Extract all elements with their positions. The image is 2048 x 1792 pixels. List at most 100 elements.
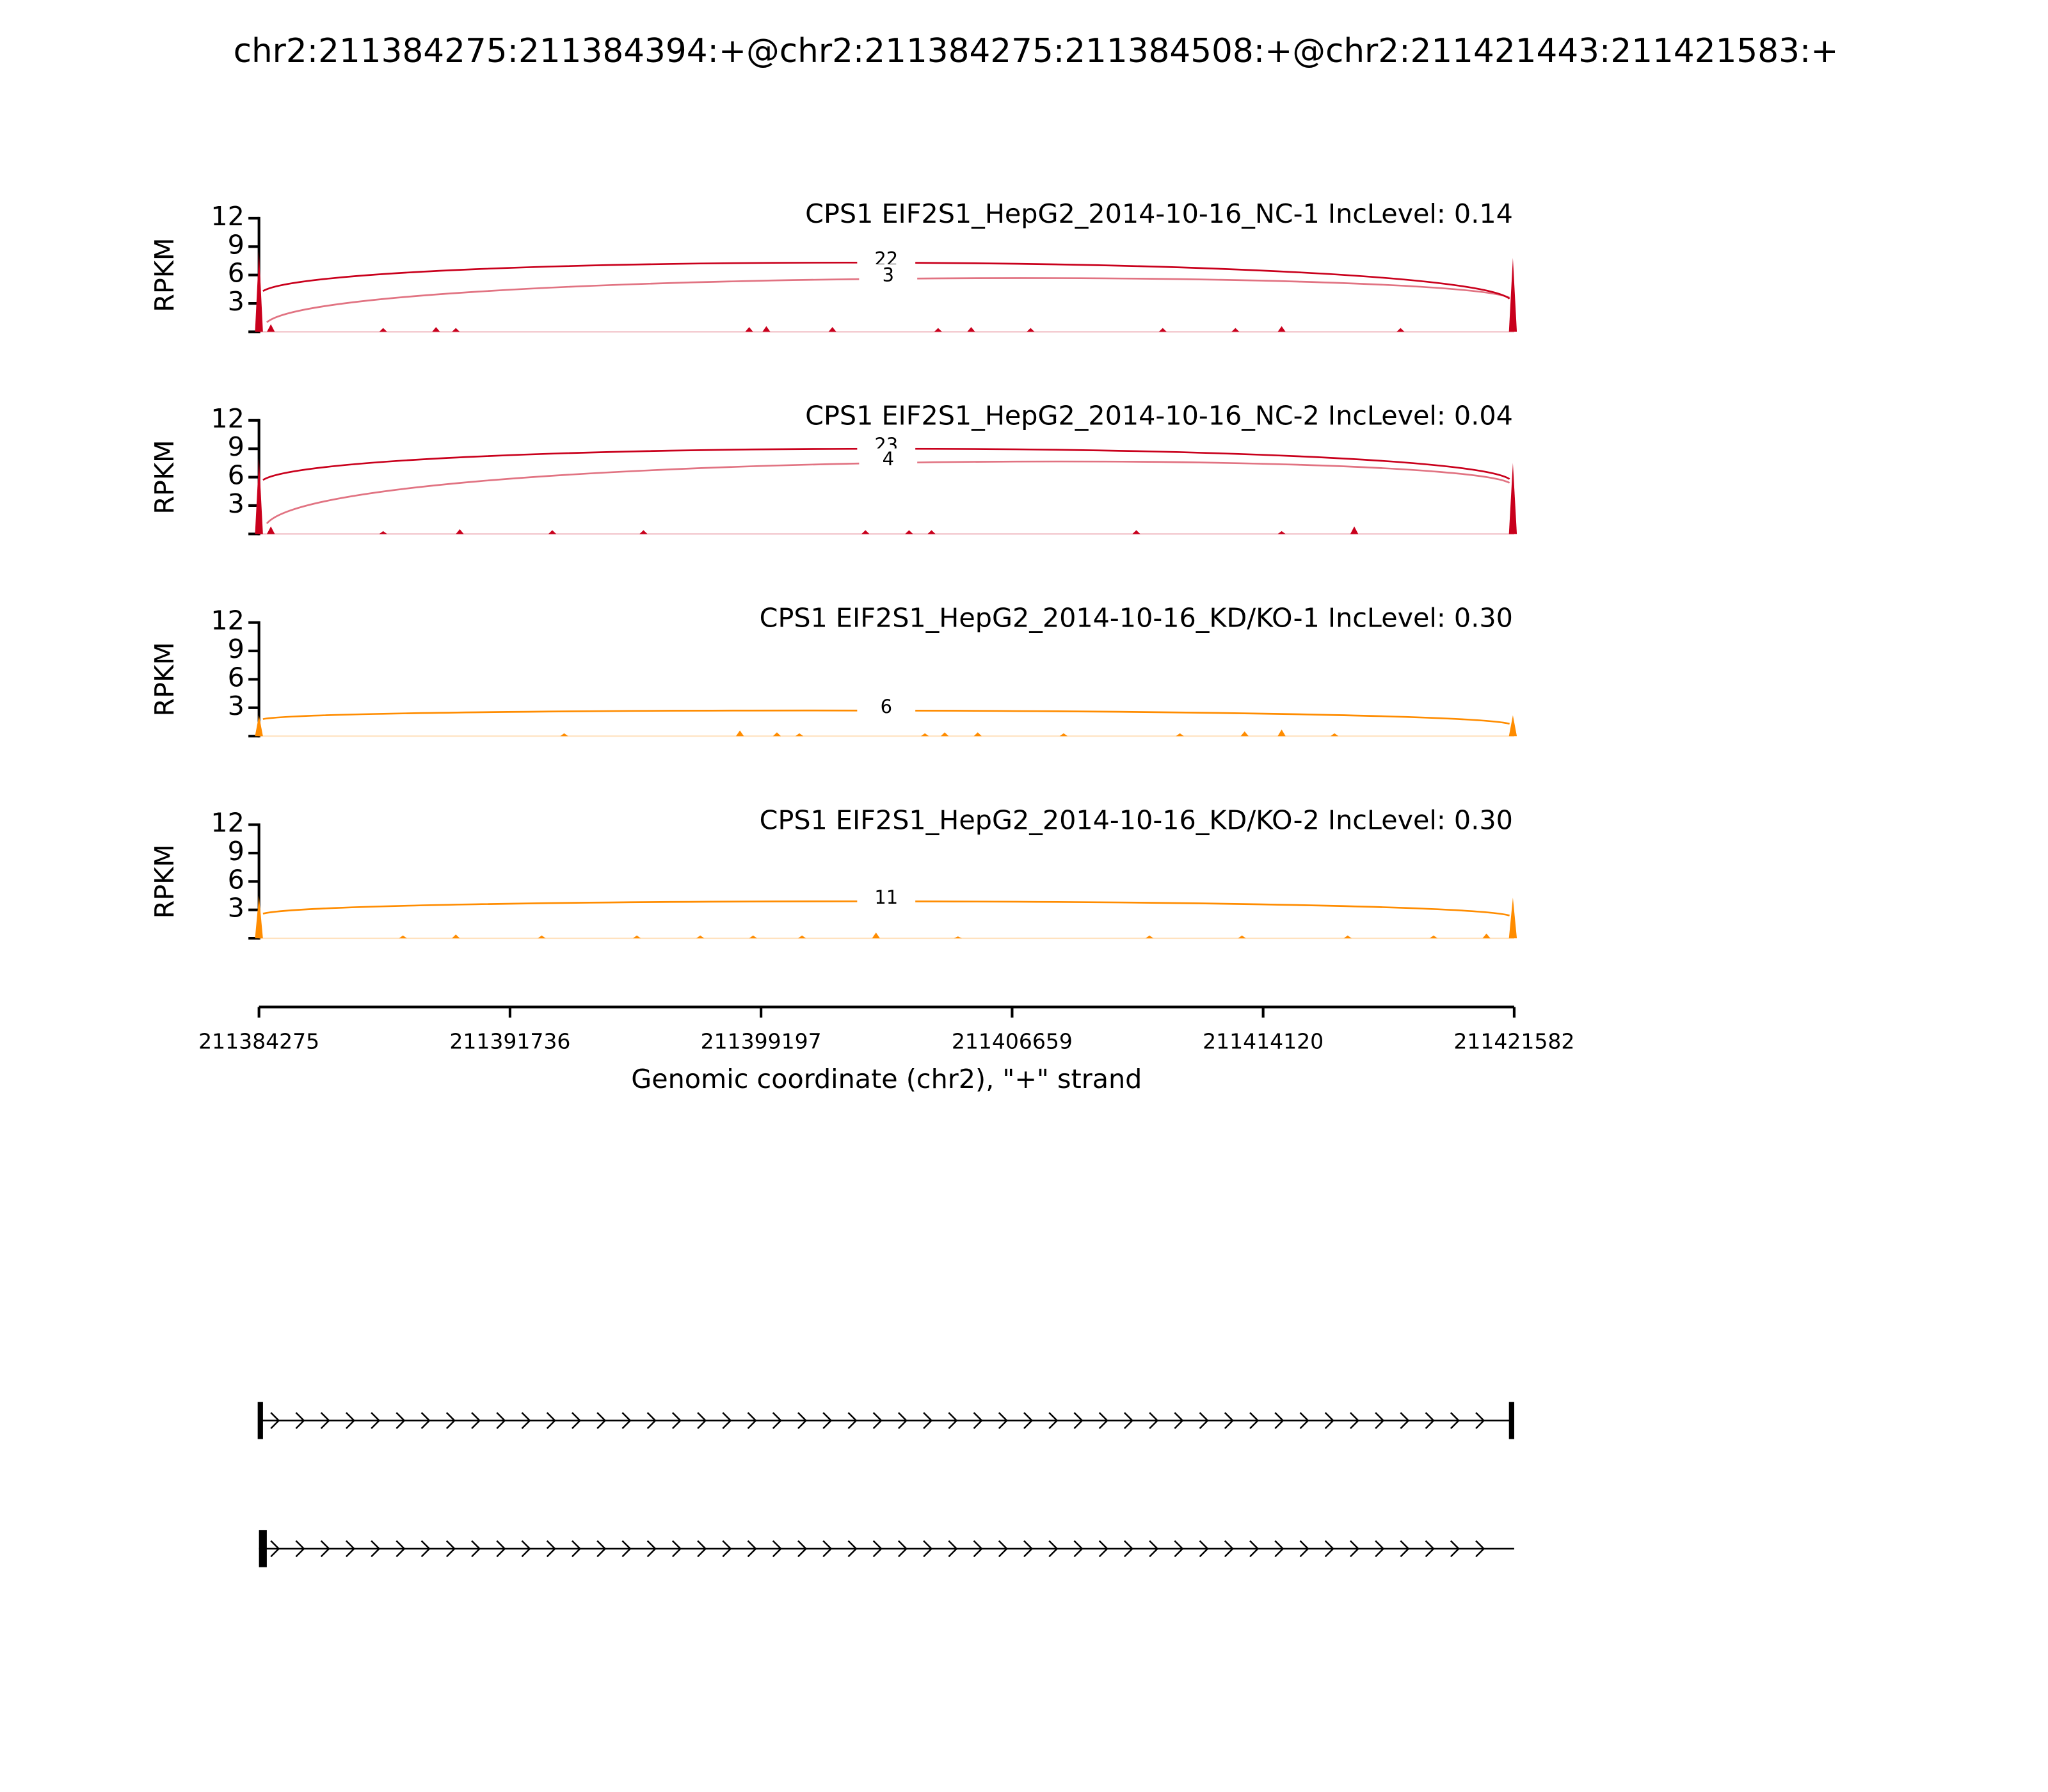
strand-chevron [1350, 1412, 1360, 1429]
strand-chevron [295, 1412, 305, 1429]
strand-chevron [1098, 1412, 1108, 1429]
coverage-peak [1508, 715, 1517, 737]
strand-chevron [1199, 1412, 1209, 1429]
strand-chevron [872, 1412, 883, 1429]
strand-chevron [546, 1540, 556, 1558]
coverage-peak [797, 935, 806, 939]
y-axis-label: RPKM [149, 844, 180, 918]
coverage-peak [1158, 328, 1167, 332]
strand-chevron [1023, 1540, 1034, 1558]
coverage-peak [267, 526, 275, 534]
strand-chevron [1048, 1412, 1059, 1429]
strand-chevron [471, 1540, 481, 1558]
exon [259, 1530, 267, 1567]
coverage-peak [456, 529, 464, 534]
coverage-peak [1343, 935, 1352, 939]
figure-title: chr2:211384275:211384394:+@chr2:21138427… [234, 32, 1839, 70]
strand-chevron [671, 1412, 682, 1429]
strand-chevron [1350, 1540, 1360, 1558]
strand-chevron [872, 1540, 883, 1558]
x-tick-label: 211406659 [952, 1029, 1073, 1054]
coverage-peak [452, 328, 460, 332]
strand-chevron [998, 1540, 1008, 1558]
strand-chevron [496, 1540, 506, 1558]
strand-chevron [646, 1540, 657, 1558]
strand-chevron [1048, 1540, 1059, 1558]
coverage-peak [745, 327, 753, 332]
junction-label: 4 [883, 448, 894, 470]
x-axis-label: Genomic coordinate (chr2), "+" strand [631, 1064, 1142, 1094]
strand-chevron [1425, 1540, 1435, 1558]
strand-chevron [1149, 1540, 1159, 1558]
y-tick-label: 9 [228, 634, 244, 664]
y-tick-label: 3 [228, 286, 244, 317]
strand-chevron [722, 1412, 732, 1429]
strand-chevron [973, 1540, 983, 1558]
y-tick-label: 3 [228, 488, 244, 519]
strand-chevron [772, 1540, 782, 1558]
panel: CPS1 EIF2S1_HepG2_2014-10-16_KD/KO-2 Inc… [149, 804, 1517, 940]
coverage-peak [934, 328, 942, 332]
panel: CPS1 EIF2S1_HepG2_2014-10-16_NC-1 IncLev… [149, 198, 1517, 333]
strand-chevron [1274, 1540, 1284, 1558]
strand-chevron [1224, 1540, 1234, 1558]
strand-chevron [521, 1412, 531, 1429]
strand-chevron [1249, 1412, 1260, 1429]
strand-chevron [923, 1412, 933, 1429]
strand-chevron [797, 1412, 808, 1429]
strand-chevron [1450, 1412, 1460, 1429]
strand-chevron [1124, 1412, 1134, 1429]
junction-label-box [859, 448, 918, 472]
strand-chevron [1299, 1412, 1309, 1429]
coverage-peak [795, 733, 804, 737]
coverage-peak [1330, 733, 1339, 737]
junction-label-box [857, 696, 916, 720]
y-tick-label: 12 [211, 201, 244, 232]
coverage-peak [255, 895, 263, 939]
strand-chevron [1425, 1412, 1435, 1429]
strand-chevron [1324, 1540, 1334, 1558]
strand-chevron [1375, 1540, 1385, 1558]
strand-chevron [772, 1412, 782, 1429]
strand-chevron [320, 1412, 330, 1429]
strand-chevron [998, 1412, 1008, 1429]
strand-chevron [420, 1412, 431, 1429]
coverage-peak [255, 715, 263, 737]
junction-label-box [859, 264, 918, 289]
strand-chevron [270, 1540, 280, 1558]
coverage-peak [920, 733, 929, 737]
y-tick-label: 6 [228, 864, 244, 895]
transcript [257, 1402, 1514, 1439]
coverage-peak [1238, 935, 1246, 939]
strand-chevron [697, 1540, 707, 1558]
y-axis-label: RPKM [149, 440, 180, 514]
coverage-peak [696, 935, 705, 939]
y-tick-label: 6 [228, 460, 244, 491]
strand-chevron [396, 1412, 406, 1429]
coverage-peak [1277, 729, 1286, 737]
y-axis-label: RPKM [149, 642, 180, 716]
coverage-peak [1059, 733, 1068, 737]
coverage-peak [560, 733, 568, 737]
coverage-peak [772, 732, 781, 737]
y-tick-label: 9 [228, 431, 244, 462]
strand-chevron [621, 1412, 632, 1429]
strand-chevron [346, 1540, 356, 1558]
coverage-peak [255, 458, 263, 534]
strand-chevron [572, 1412, 582, 1429]
coverage-peak [1396, 328, 1405, 332]
y-tick-label: 12 [211, 808, 244, 838]
strand-chevron [1023, 1412, 1034, 1429]
coverage-peak [1145, 935, 1154, 939]
strand-chevron [1224, 1412, 1234, 1429]
panel-title: CPS1 EIF2S1_HepG2_2014-10-16_KD/KO-2 Inc… [760, 804, 1513, 835]
strand-chevron [521, 1540, 531, 1558]
coverage-peak [255, 251, 263, 332]
strand-chevron [371, 1540, 381, 1558]
transcript [259, 1530, 1514, 1567]
coverage-peak [905, 530, 913, 534]
y-tick-label: 9 [228, 836, 244, 867]
strand-chevron [1149, 1412, 1159, 1429]
x-tick-label: 211399197 [701, 1029, 822, 1054]
y-tick-label: 6 [228, 258, 244, 289]
